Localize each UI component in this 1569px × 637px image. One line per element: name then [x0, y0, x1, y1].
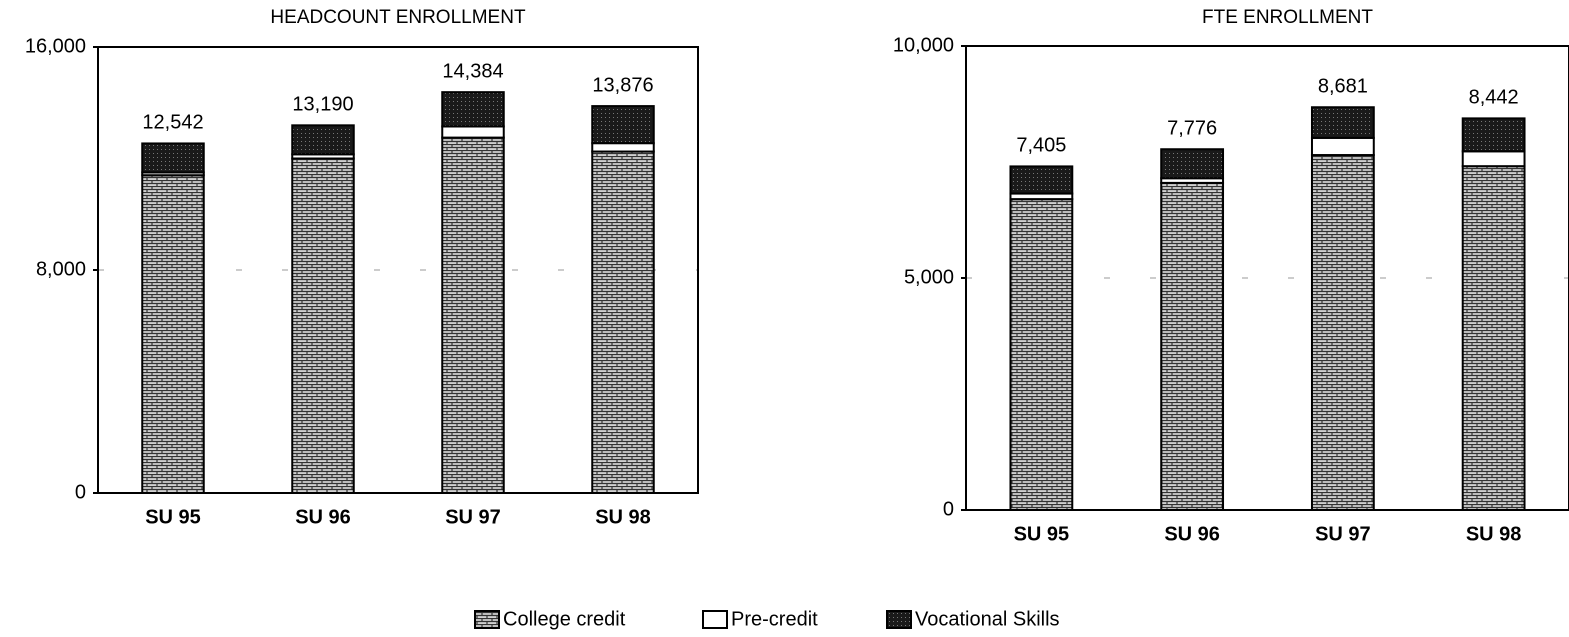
legend-label: College credit: [503, 608, 626, 630]
legend-swatch: [702, 610, 728, 629]
x-tick-label: SU 96: [1164, 523, 1220, 545]
total-label: 7,776: [1167, 117, 1217, 139]
bar-segment: College credit: [1310, 154, 1375, 511]
total-label: 13,190: [292, 94, 353, 116]
bar-segment: Vocational Skills: [1461, 117, 1526, 153]
x-tick-label: SU 97: [1315, 523, 1371, 545]
bar-segment: [291, 157, 355, 494]
y-tick-label: 8,000: [36, 258, 86, 280]
x-tick-label: SU 96: [295, 506, 351, 528]
y-tick-label: 10,000: [893, 34, 954, 56]
x-tick-label: SU 97: [445, 506, 501, 528]
bar-segment: [441, 125, 505, 139]
total-label: 13,876: [592, 74, 653, 96]
bar-segment: [141, 174, 205, 494]
total-label: 8,681: [1318, 75, 1368, 97]
y-tick-label: 0: [943, 498, 954, 520]
x-tick-label: SU 95: [145, 506, 201, 528]
plot-frame: [97, 46, 699, 494]
x-tick-label: SU 98: [1466, 523, 1522, 545]
bar-segment: Vocational Skills: [1310, 106, 1375, 139]
legend-swatch: [474, 610, 500, 629]
y-tick-label: 16,000: [25, 35, 86, 57]
bar-segment: [591, 142, 655, 153]
bar-segment: Vocational Skills: [1009, 165, 1074, 195]
bar-segment: Vocational Skills: [1160, 148, 1225, 180]
chart-title: HEADCOUNT ENROLLMENT: [270, 7, 526, 28]
bar-segment: [591, 150, 655, 494]
x-tick-label: SU 98: [595, 506, 651, 528]
bar-segment: College credit: [1461, 165, 1526, 511]
bar-segment: [441, 91, 505, 128]
chart-title: FTE ENROLLMENT: [1202, 7, 1373, 28]
x-tick-label: SU 95: [1014, 523, 1070, 545]
total-label: 7,405: [1016, 135, 1066, 157]
y-tick-label: 0: [75, 481, 86, 503]
bar-segment: [591, 105, 655, 145]
total-label: 12,542: [142, 112, 203, 134]
bar-segment: [441, 136, 505, 494]
bar-segment: [291, 124, 355, 156]
bar-segment: College credit: [1160, 181, 1225, 511]
bar-segment: College credit: [1009, 198, 1074, 511]
plot-frame: [965, 45, 1569, 511]
bar-segment: Pre-credit: [1461, 150, 1526, 168]
bar-segment: Pre-credit: [1310, 136, 1375, 157]
bar-segment: [141, 142, 205, 174]
legend-swatch: [886, 610, 912, 629]
y-tick-label: 5,000: [904, 266, 954, 288]
legend-label: Pre-credit: [731, 608, 818, 630]
total-label: 8,442: [1469, 87, 1519, 109]
total-label: 14,384: [442, 60, 503, 82]
legend-label: Vocational Skills: [915, 608, 1060, 630]
